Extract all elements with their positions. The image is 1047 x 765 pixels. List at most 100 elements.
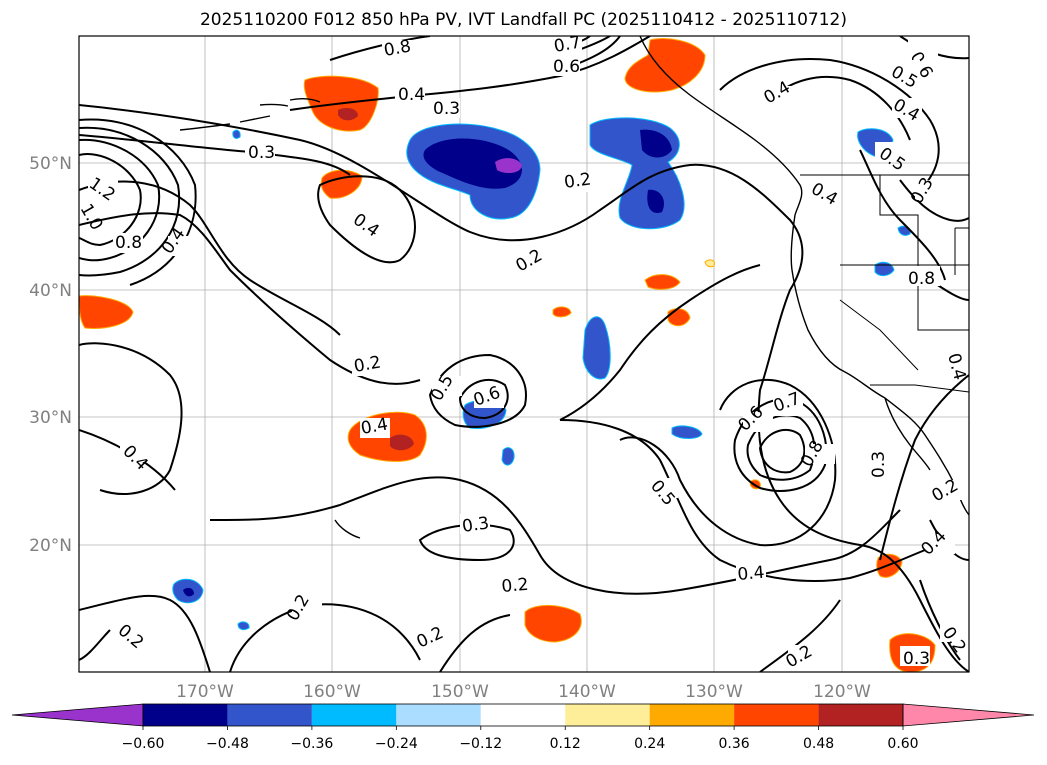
contour-0p6-se <box>733 398 828 492</box>
contour-0p8-se <box>758 428 806 474</box>
contour-0p5-sub <box>428 353 527 428</box>
colorbar-outline <box>142 703 904 727</box>
red-blob-mid3 <box>552 306 572 318</box>
blue-blob-small2 <box>671 425 703 439</box>
lon-label: 120°W <box>813 682 871 702</box>
colorbar-segment <box>649 704 735 726</box>
colorbar-tick-label: 0.60 <box>887 736 918 752</box>
contour-0p7-se <box>746 414 816 481</box>
contour-0p8-west <box>79 126 181 277</box>
contour-0p6-west <box>79 118 197 286</box>
coast-islands <box>259 97 361 539</box>
lon-label: 150°W <box>431 682 489 702</box>
colorbar-tick-label: 0.24 <box>634 736 665 752</box>
contour-0p2-sw <box>79 629 111 661</box>
colorbar-tick-label: −0.36 <box>290 736 333 752</box>
contour-label: 0.4 <box>398 85 425 105</box>
blue-blob-bc-core <box>640 129 672 214</box>
contour-0p3-ne <box>899 179 969 222</box>
contour-label: 0.3 <box>248 143 275 163</box>
border-state-d <box>839 299 919 371</box>
contour-label: 0.8 <box>115 233 142 253</box>
contour-0p2-se <box>759 599 841 672</box>
contour-label: 0.8 <box>382 37 412 61</box>
contour-0p3-south <box>418 523 515 562</box>
contour-label: 0.3 <box>461 513 491 537</box>
colorbar-segment <box>565 704 650 726</box>
colorbar-tick-label: 0.12 <box>550 736 581 752</box>
contour-label: 0.2 <box>501 575 530 597</box>
blue-blob-tiny <box>232 129 241 139</box>
lon-label: 160°W <box>303 682 361 702</box>
contour-0p3-a <box>79 134 351 176</box>
border-state-e <box>954 227 969 275</box>
colorbar-segment <box>311 704 397 726</box>
yellow-blob-tiny <box>704 259 715 268</box>
contour-0p4-ne <box>719 58 940 191</box>
map-title: 2025110200 F012 850 hPa PV, IVT Landfall… <box>199 10 847 30</box>
colorbar-segment <box>480 704 566 726</box>
border-state-b <box>917 265 969 331</box>
contour-0p5-se <box>619 378 837 547</box>
contour-label: 0.4 <box>359 415 389 439</box>
red-blob-west <box>79 295 134 329</box>
colorbar-segment <box>396 704 481 726</box>
lat-label: 20°N <box>29 536 72 556</box>
contour-0p4-west <box>79 342 183 495</box>
latitude-labels: 50°N 40°N 30°N 20°N <box>29 154 72 556</box>
contour-0p8-aleutian <box>329 36 431 61</box>
colorbar-tick-label: −0.12 <box>459 736 502 752</box>
blue-blob-small1 <box>501 447 515 466</box>
lon-label: 170°W <box>176 682 234 702</box>
red-blob-mid1 <box>644 274 681 290</box>
red-blob-se <box>876 553 903 578</box>
blue-blob-tiny2 <box>237 621 250 631</box>
contour-label: 0.7 <box>552 33 582 57</box>
colorbar-extend-low <box>11 703 144 727</box>
lat-label: 40°N <box>29 281 72 301</box>
contour-0p2-mid2 <box>559 264 761 421</box>
contour-label: 0.4 <box>737 563 766 585</box>
colorbar-segment <box>818 704 903 726</box>
lon-label: 140°W <box>558 682 616 702</box>
blue-blob-south-core <box>183 587 194 597</box>
contour-0p2-se2 <box>919 579 961 661</box>
red-blob-south <box>524 605 582 643</box>
blue-blob-east <box>874 261 895 277</box>
contour-label: 0.2 <box>352 353 382 377</box>
longitude-labels: 170°W 160°W 150°W 140°W 130°W 120°W <box>176 682 871 702</box>
coast-alaska <box>639 36 803 216</box>
coast-baja <box>884 397 931 471</box>
blue-blob-mid <box>582 316 611 380</box>
contour-0p4-c <box>317 175 416 264</box>
contour-1p0-west <box>79 138 161 262</box>
contour-0p3-east <box>879 374 969 561</box>
border-state-a <box>879 175 969 266</box>
contour-label: 0.8 <box>908 269 935 289</box>
border-us-mexico <box>870 384 969 393</box>
blue-blob-gulf-core <box>423 138 522 189</box>
colorbar-tick-label: 0.36 <box>719 736 750 752</box>
lat-label: 50°N <box>29 154 72 174</box>
colorbar-tick-label: −0.48 <box>206 736 249 752</box>
contour-0p3-bottom <box>439 614 511 672</box>
negative-anomaly-fills <box>172 117 911 631</box>
contour-label-group: 0.8 0.7 0.6 0.6 0.5 0.4 0.3 0.5 0.4 0.3 … <box>79 33 969 672</box>
colorbar-segment <box>143 704 228 726</box>
colorbar-extend-high <box>902 703 1035 727</box>
coast-aleutians <box>179 115 271 131</box>
contour-lines <box>79 36 969 672</box>
contour-0p4-b <box>289 36 651 111</box>
borders <box>800 174 969 393</box>
colorbar-segment <box>734 704 819 726</box>
red-blob-aleutian-core <box>338 108 358 121</box>
lon-label: 130°W <box>685 682 743 702</box>
red-blob-subtrop-core <box>390 434 414 451</box>
purple-core-gulf <box>495 158 522 174</box>
contour-label: 0.3 <box>903 649 930 669</box>
colorbar-tick-label: −0.24 <box>375 736 418 752</box>
contour-label: 0.3 <box>869 451 889 478</box>
map-frame <box>78 35 970 673</box>
contour-0p4-ne2 <box>859 149 946 281</box>
